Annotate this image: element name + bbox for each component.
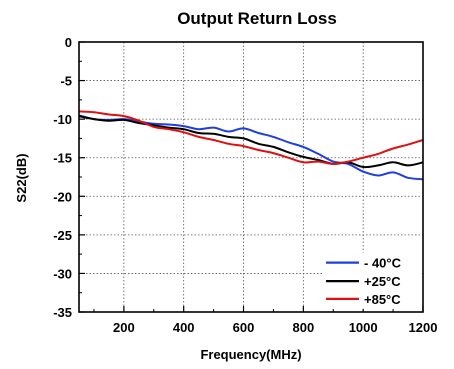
x-tick-label: 600 bbox=[233, 320, 255, 335]
legend-label-25-c: +25°C bbox=[364, 274, 401, 289]
x-axis-label: Frequency(MHz) bbox=[200, 347, 301, 362]
legend-entry-background bbox=[322, 271, 420, 292]
axis-ticks: 0 -5 -10 -15 -20 -25 -30 -35 200 400 600 800 1000 120… bbox=[53, 35, 437, 335]
legend-label-85-c: +85°C bbox=[364, 292, 401, 307]
legend-entry-background bbox=[322, 252, 420, 273]
y-tick-label: -15 bbox=[53, 151, 72, 166]
y-tick-label: -10 bbox=[53, 112, 72, 127]
legend: - 40°C +25°C +85°C bbox=[322, 252, 420, 309]
series-line-25-c bbox=[78, 115, 424, 169]
y-tick-label: -30 bbox=[53, 266, 72, 281]
y-tick-label: -35 bbox=[53, 305, 72, 320]
chart-title: Output Return Loss bbox=[177, 9, 337, 28]
series-line-85-c bbox=[78, 110, 424, 165]
y-tick-label: 0 bbox=[65, 35, 72, 50]
y-tick-label: -25 bbox=[53, 228, 72, 243]
x-tick-label: 200 bbox=[113, 320, 135, 335]
x-tick-label: 800 bbox=[292, 320, 314, 335]
y-tick-label: -20 bbox=[53, 189, 72, 204]
y-tick-label: -5 bbox=[60, 74, 72, 89]
x-tick-label: 400 bbox=[173, 320, 195, 335]
series-lines bbox=[78, 110, 424, 181]
y-axis-label: S22(dB) bbox=[14, 153, 29, 202]
legend-entry-background bbox=[322, 288, 420, 309]
x-tick-label: 1000 bbox=[349, 320, 378, 335]
legend-label-40-c: - 40°C bbox=[364, 256, 402, 271]
x-tick-label: 1200 bbox=[409, 320, 438, 335]
